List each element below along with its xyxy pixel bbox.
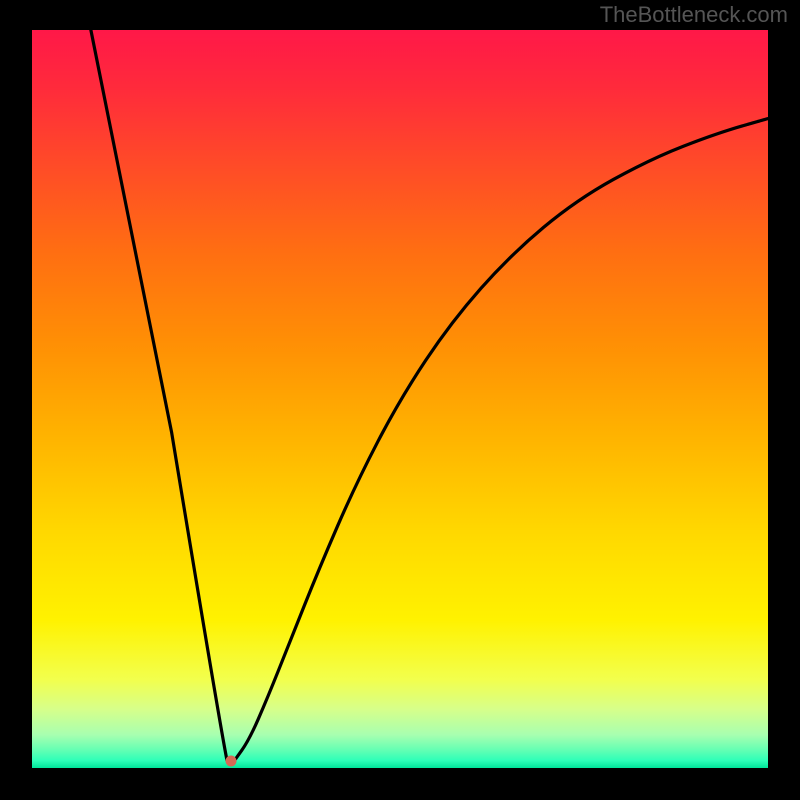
optimal-point-marker [225, 755, 236, 766]
watermark-text: TheBottleneck.com [600, 2, 788, 28]
bottleneck-curve [32, 30, 768, 768]
plot-area [32, 30, 768, 768]
